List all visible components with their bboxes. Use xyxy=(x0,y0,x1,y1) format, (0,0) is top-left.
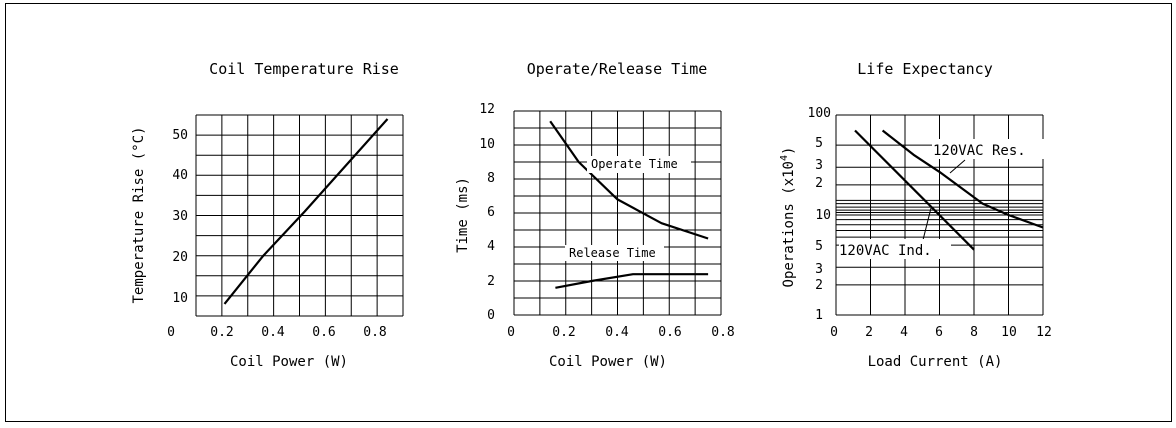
chart-2-x-tick: 0.2 xyxy=(552,325,575,340)
chart-2-x-ticks: 0 0.2 0.4 0.6 0.8 xyxy=(507,325,735,340)
figure-border xyxy=(5,3,1172,422)
chart-3-x-tick: 0 xyxy=(830,325,838,340)
chart-1-y-tick: 10 xyxy=(172,291,188,306)
chart-operate-release-time: Operate/Release Time 0 0.2 0.4 0.6 0.8 0… xyxy=(455,60,735,370)
chart-3-x-tick: 10 xyxy=(1001,325,1017,340)
chart-2-x-tick: 0 xyxy=(507,325,515,340)
chart-2-operate-time-line xyxy=(549,120,709,240)
chart-3-y-tick: 2 xyxy=(815,176,823,191)
chart-1-y-ticks: 10 20 30 40 50 xyxy=(172,128,188,306)
chart-1-title: Coil Temperature Rise xyxy=(209,60,399,78)
chart-3-res-label: 120VAC Res. xyxy=(933,143,1026,159)
chart-3-x-tick: 6 xyxy=(935,325,943,340)
figure-canvas: Coil Temperature Rise 0 0.2 0.4 0.6 0.8 … xyxy=(5,3,1172,422)
chart-2-y-tick: 8 xyxy=(487,171,495,186)
chart-3-y-tick: 5 xyxy=(815,239,823,254)
chart-2-release-time-line xyxy=(555,273,709,289)
figure-frame: Coil Temperature Rise 0 0.2 0.4 0.6 0.8 … xyxy=(5,3,1173,423)
chart-1-y-tick: 40 xyxy=(172,168,188,183)
chart-1-y-tick: 20 xyxy=(172,250,188,265)
chart-3-x-ticks: 0 2 4 6 8 10 12 xyxy=(830,325,1052,340)
chart-3-res-line xyxy=(881,129,1044,229)
chart-3-y-ticks: 1 2 3 5 10 2 3 5 100 xyxy=(808,106,831,323)
chart-3-y-tick: 2 xyxy=(815,278,823,293)
chart-3-y-label-text: Operations (x10 xyxy=(781,161,797,287)
chart-3-y-tick: 100 xyxy=(808,106,831,121)
chart-2-y-label: Time (ms) xyxy=(455,177,471,253)
chart-2-y-tick: 0 xyxy=(487,308,495,323)
chart-1-grid xyxy=(195,114,404,317)
chart-1-y-tick: 50 xyxy=(172,128,188,143)
chart-2-operate-label-bg xyxy=(587,156,691,173)
chart-3-x-tick: 12 xyxy=(1036,325,1052,340)
chart-2-x-tick: 0.8 xyxy=(711,325,734,340)
chart-3-y-tick: 3 xyxy=(815,262,823,277)
chart-1-x-tick: 0.4 xyxy=(261,325,285,340)
chart-2-x-label: Coil Power (W) xyxy=(549,354,667,370)
chart-2-y-tick: 2 xyxy=(487,274,495,289)
chart-3-y-label-end: ) xyxy=(781,147,797,155)
chart-1-y-label: Temperature Rise (°C) xyxy=(131,126,147,303)
chart-3-x-tick: 4 xyxy=(900,325,908,340)
chart-2-grid xyxy=(513,110,722,316)
chart-1-y-tick: 30 xyxy=(172,209,188,224)
chart-3-y-label-superscript: 4 xyxy=(779,155,790,161)
chart-2-release-label-bg xyxy=(565,245,664,261)
chart-2-y-tick: 6 xyxy=(487,205,495,220)
chart-1-x-tick: 0 xyxy=(167,325,175,340)
chart-3-ind-leader xyxy=(922,207,932,241)
chart-3-res-label-bg xyxy=(932,139,1048,159)
chart-coil-temperature-rise: Coil Temperature Rise 0 0.2 0.4 0.6 0.8 … xyxy=(131,60,404,370)
chart-2-release-time-label: Release Time xyxy=(569,246,656,260)
chart-3-y-tick: 1 xyxy=(815,308,823,323)
chart-3-x-label: Load Current (A) xyxy=(868,354,1003,370)
chart-1-x-tick: 0.8 xyxy=(363,325,386,340)
chart-3-ind-line xyxy=(854,129,975,251)
chart-3-y-label: Operations (x104) xyxy=(779,147,797,288)
chart-1-x-ticks: 0 0.2 0.4 0.6 0.8 xyxy=(167,325,387,340)
chart-3-ind-label: 120VAC Ind. xyxy=(839,243,932,259)
chart-2-title: Operate/Release Time xyxy=(527,60,708,78)
chart-1-series-line xyxy=(223,118,389,305)
chart-3-x-tick: 8 xyxy=(970,325,978,340)
chart-2-x-tick: 0.6 xyxy=(658,325,681,340)
chart-1-x-label: Coil Power (W) xyxy=(230,354,348,370)
chart-2-operate-time-label: Operate Time xyxy=(591,157,678,171)
chart-1-x-tick: 0.2 xyxy=(210,325,233,340)
chart-3-x-tick: 2 xyxy=(865,325,873,340)
chart-3-res-leader xyxy=(949,159,966,174)
chart-2-y-tick: 4 xyxy=(487,239,495,254)
chart-2-y-tick: 10 xyxy=(479,137,495,152)
chart-2-y-ticks: 0 2 4 6 8 10 12 xyxy=(479,102,495,323)
chart-3-title: Life Expectancy xyxy=(857,60,992,78)
chart-3-y-tick: 3 xyxy=(815,158,823,173)
chart-3-y-tick: 5 xyxy=(815,136,823,151)
chart-2-x-tick: 0.4 xyxy=(605,325,629,340)
chart-3-y-tick: 10 xyxy=(815,208,831,223)
chart-life-expectancy: Life Expectancy 0 2 4 6 8 10 12 1 2 3 5 … xyxy=(779,60,1052,370)
chart-2-y-tick: 12 xyxy=(479,102,495,117)
chart-3-ind-label-bg xyxy=(839,239,951,259)
chart-1-x-tick: 0.6 xyxy=(312,325,335,340)
